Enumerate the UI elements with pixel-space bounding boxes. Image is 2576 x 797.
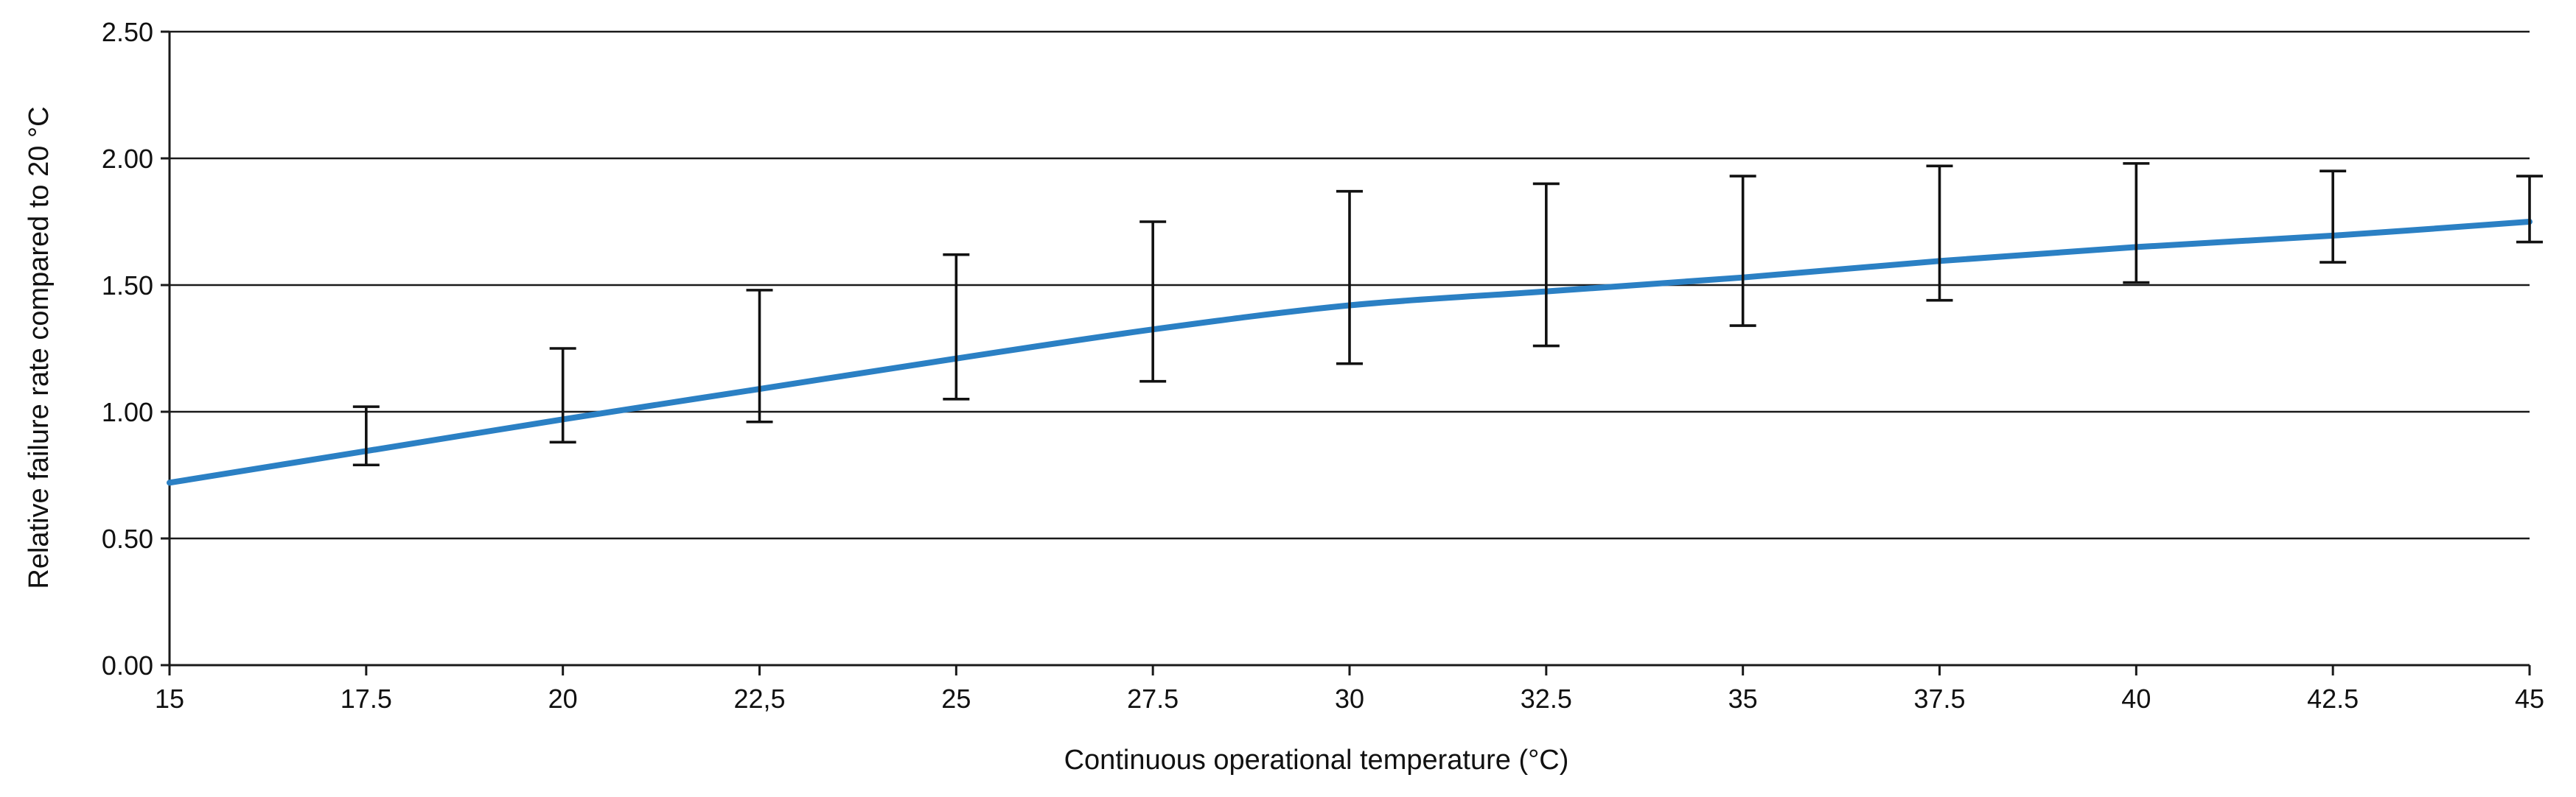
x-tick-label: 40: [2121, 684, 2151, 714]
x-tick-label: 35: [1728, 684, 1758, 714]
error-bar: [1139, 220, 1167, 383]
y-tick-label: 1.50: [102, 270, 153, 301]
y-tick-label: 0.00: [102, 650, 153, 681]
x-tick-label: 20: [548, 684, 578, 714]
error-bar: [352, 405, 380, 467]
y-tick-label: 2.50: [102, 17, 153, 47]
error-bars: [352, 162, 2543, 467]
x-tick-label: 32.5: [1521, 684, 1572, 714]
x-tick-label: 30: [1335, 684, 1364, 714]
error-bar: [2123, 162, 2150, 284]
error-bar: [1729, 175, 1756, 327]
y-tick-label: 1.00: [102, 397, 153, 427]
y-tick-label: 2.00: [102, 144, 153, 174]
y-tick-label: 0.50: [102, 524, 153, 554]
error-bar: [2320, 169, 2347, 264]
error-bar: [1532, 182, 1560, 348]
error-bar: [549, 347, 576, 444]
x-tick-label: 15: [155, 684, 184, 714]
x-tick-label: 25: [941, 684, 971, 714]
x-tick-label: 27.5: [1127, 684, 1179, 714]
error-bar: [1336, 189, 1363, 365]
error-bar: [2516, 175, 2543, 244]
error-bar: [943, 253, 970, 401]
error-bar: [1926, 164, 1953, 302]
tick-labels: 0.00 0.50 1.00 1.50 2.00 2.50 15 17.5 20 22,5 25 27…: [102, 17, 2544, 714]
x-axis-title: Continuous operational temperature (°C): [1064, 745, 1569, 776]
x-tick-label: 42.5: [2307, 684, 2359, 714]
error-bar: [746, 289, 773, 424]
x-tick-label: 45: [2515, 684, 2544, 714]
x-tick-label: 37.5: [1913, 684, 1965, 714]
axes: [161, 30, 2531, 675]
x-tick-label: 17.5: [341, 684, 392, 714]
y-axis-title: Relative failure rate compared to 20 °C: [24, 106, 55, 589]
x-tick-label: 22,5: [733, 684, 785, 714]
